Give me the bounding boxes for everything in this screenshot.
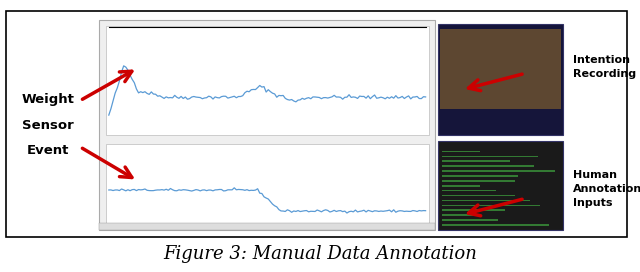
Bar xyxy=(442,190,496,191)
Bar xyxy=(442,185,479,187)
Text: Intention
Recording: Intention Recording xyxy=(573,55,636,79)
Bar xyxy=(442,160,510,162)
Text: Weight: Weight xyxy=(22,93,74,106)
Bar xyxy=(438,141,563,230)
Bar xyxy=(442,200,530,201)
Bar xyxy=(442,195,515,196)
Bar xyxy=(442,214,479,216)
Bar xyxy=(440,29,561,109)
Bar xyxy=(442,151,480,152)
Bar xyxy=(442,170,555,172)
Text: Sensor: Sensor xyxy=(22,119,74,132)
Bar xyxy=(442,175,518,177)
Bar xyxy=(442,219,497,221)
Bar xyxy=(106,26,429,135)
Bar xyxy=(442,224,549,226)
Bar xyxy=(6,11,627,237)
Bar xyxy=(438,24,563,135)
Bar xyxy=(442,165,534,167)
Text: Figure 3: Manual Data Annotation: Figure 3: Manual Data Annotation xyxy=(163,245,477,263)
Bar xyxy=(442,209,506,211)
Bar xyxy=(99,20,435,230)
Bar xyxy=(442,180,515,182)
Bar xyxy=(99,223,435,230)
Bar xyxy=(442,156,538,157)
Text: Event: Event xyxy=(27,144,69,157)
Text: Human
Annotation
Inputs: Human Annotation Inputs xyxy=(573,170,640,208)
Bar xyxy=(442,205,540,206)
Bar xyxy=(106,144,429,224)
Bar xyxy=(440,29,561,109)
